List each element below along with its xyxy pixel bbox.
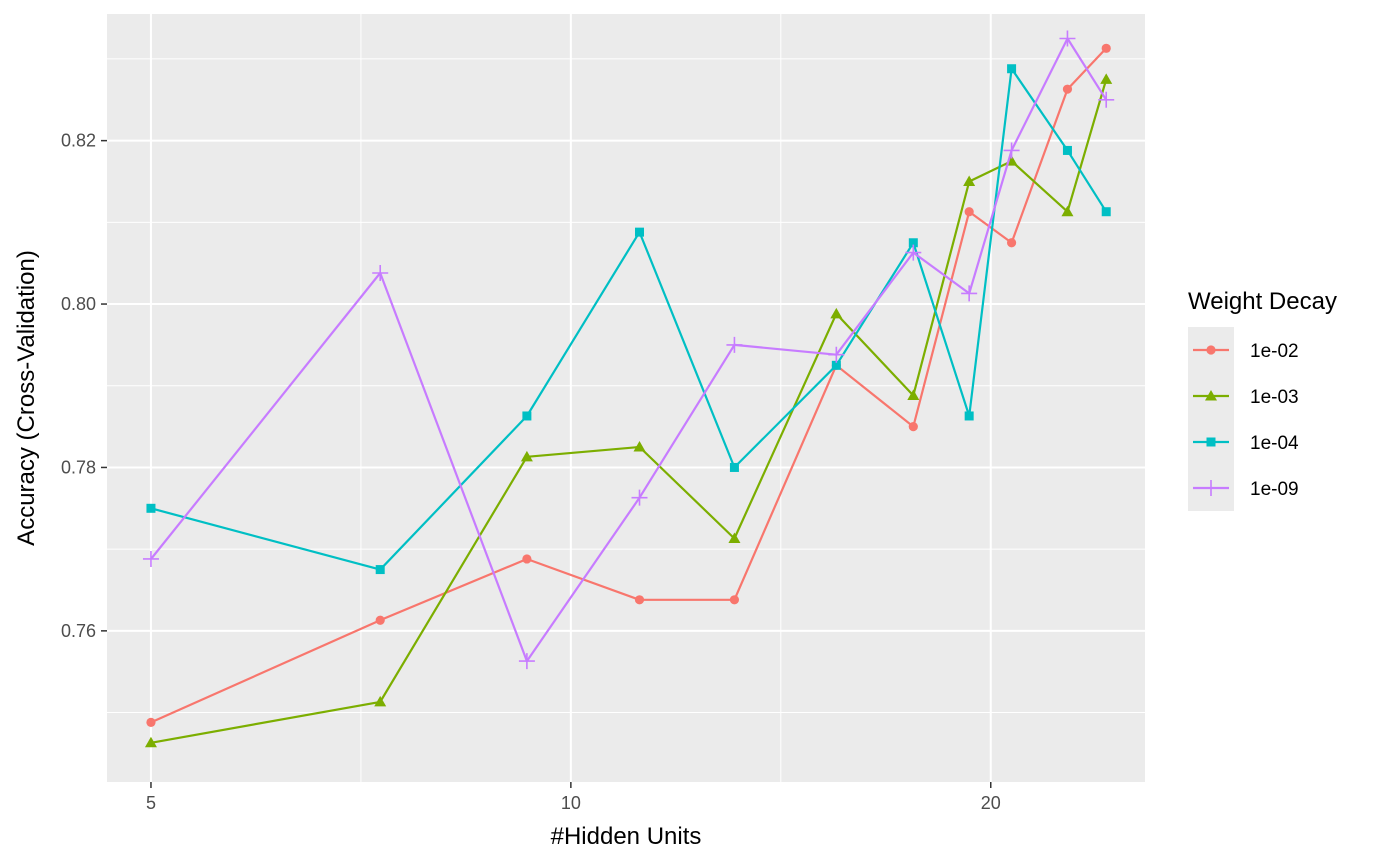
y-tick-label: 0.82 [61, 131, 96, 151]
data-point-1e-02 [908, 421, 918, 432]
legend-marker [1205, 390, 1217, 401]
legend-item-1e-09: 1e-09 [1193, 479, 1299, 500]
x-axis-title: #Hidden Units [551, 823, 702, 850]
data-point-1e-09 [1098, 91, 1115, 108]
data-point-1e-02 [1062, 84, 1073, 94]
data-point-1e-04 [146, 503, 156, 513]
data-point-1e-04 [964, 411, 974, 421]
legend-item-1e-03: 1e-03 [1193, 387, 1299, 408]
data-point-1e-02 [729, 595, 740, 605]
data-point-1e-02 [522, 554, 532, 564]
data-point-1e-09 [905, 244, 922, 261]
data-point-1e-02 [146, 717, 156, 727]
legend-title: Weight Decay [1188, 288, 1337, 315]
plot-panel [107, 14, 1145, 782]
data-point-1e-03 [633, 441, 646, 452]
data-point-1e-02 [634, 595, 645, 605]
data-point-1e-03 [907, 389, 920, 401]
legend-marker [1203, 480, 1219, 496]
series-1e-04 [146, 64, 1111, 575]
data-point-1e-09 [828, 346, 845, 363]
series-1e-03 [144, 73, 1113, 748]
data-point-1e-09 [1003, 142, 1020, 159]
legend-label: 1e-09 [1250, 479, 1299, 500]
data-point-1e-02 [1006, 238, 1017, 248]
data-point-1e-03 [374, 695, 387, 707]
data-point-1e-03 [1061, 205, 1074, 217]
data-point-1e-03 [520, 450, 533, 462]
x-tick-label: 10 [561, 793, 581, 813]
x-tick-label: 5 [146, 793, 156, 813]
data-point-1e-03 [830, 307, 843, 319]
data-point-1e-09 [1059, 30, 1076, 47]
data-point-1e-09 [142, 550, 159, 567]
y-axis-title: Accuracy (Cross-Validation) [13, 250, 40, 546]
legend: Weight Decay 1e-02 1e-03 1e-04 1e-09 [1188, 288, 1337, 511]
data-point-1e-02 [964, 207, 974, 217]
legend-item-1e-02: 1e-02 [1193, 341, 1299, 362]
data-point-1e-04 [375, 565, 385, 575]
data-point-1e-03 [1100, 73, 1113, 84]
series-1e-09 [142, 30, 1115, 670]
data-point-1e-02 [375, 615, 385, 625]
data-point-1e-09 [518, 653, 535, 670]
data-point-1e-03 [963, 175, 976, 186]
series-layer [142, 30, 1115, 748]
legend-label: 1e-02 [1250, 341, 1299, 362]
data-point-1e-04 [1101, 207, 1111, 217]
data-point-1e-04 [908, 238, 918, 248]
legend-label: 1e-03 [1250, 387, 1299, 408]
data-point-1e-04 [1007, 64, 1017, 74]
legend-marker [1206, 437, 1216, 447]
legend-item-1e-04: 1e-04 [1193, 433, 1299, 454]
data-point-1e-09 [726, 336, 743, 353]
x-axis: 5 10 20 [146, 782, 1001, 813]
x-tick-label: 20 [981, 793, 1001, 813]
data-point-1e-04 [635, 227, 645, 237]
y-tick-label: 0.78 [61, 457, 96, 477]
data-point-1e-04 [729, 462, 739, 472]
data-point-1e-04 [1062, 145, 1072, 155]
data-point-1e-02 [1101, 43, 1111, 53]
data-point-1e-09 [372, 264, 389, 281]
data-point-1e-04 [831, 360, 841, 370]
data-point-1e-03 [728, 532, 741, 544]
legend-marker [1206, 345, 1216, 355]
data-point-1e-03 [144, 736, 157, 748]
y-tick-label: 0.80 [61, 294, 96, 314]
data-point-1e-04 [522, 411, 532, 421]
grid-lines [107, 14, 1145, 782]
y-tick-label: 0.76 [61, 621, 96, 641]
legend-label: 1e-04 [1250, 433, 1299, 454]
data-point-1e-09 [961, 285, 978, 302]
data-point-1e-09 [631, 489, 648, 506]
y-axis: 0.76 0.78 0.80 0.82 [61, 131, 107, 641]
